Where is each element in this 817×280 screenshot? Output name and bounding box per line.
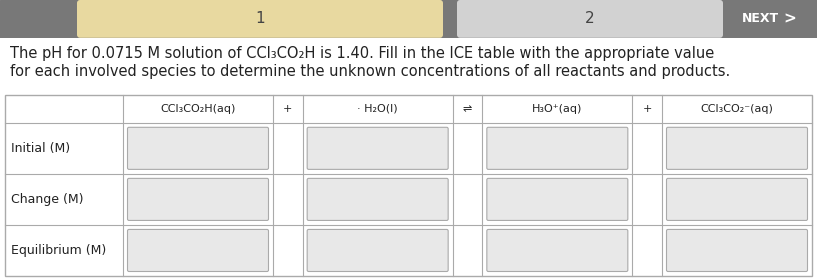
FancyBboxPatch shape (307, 229, 449, 272)
FancyBboxPatch shape (77, 0, 443, 38)
Text: Initial (M): Initial (M) (11, 142, 70, 155)
Text: +: + (642, 104, 652, 114)
FancyBboxPatch shape (127, 229, 269, 272)
FancyBboxPatch shape (307, 178, 449, 220)
Text: CCl₃CO₂⁻(aq): CCl₃CO₂⁻(aq) (700, 104, 774, 114)
Text: The pH for 0.0715 M solution of CCl₃CO₂H is 1.40. Fill in the ICE table with the: The pH for 0.0715 M solution of CCl₃CO₂H… (10, 46, 714, 61)
Bar (5, 95, 812, 276)
FancyBboxPatch shape (487, 229, 627, 272)
Text: +: + (283, 104, 292, 114)
FancyBboxPatch shape (127, 178, 269, 220)
FancyBboxPatch shape (307, 127, 449, 169)
FancyBboxPatch shape (457, 0, 723, 38)
FancyBboxPatch shape (667, 127, 807, 169)
FancyBboxPatch shape (127, 127, 269, 169)
Text: for each involved species to determine the unknown concentrations of all reactan: for each involved species to determine t… (10, 64, 730, 79)
Text: Equilibrium (M): Equilibrium (M) (11, 244, 106, 257)
Text: 2: 2 (585, 11, 595, 26)
Text: Change (M): Change (M) (11, 193, 83, 206)
FancyBboxPatch shape (487, 178, 627, 220)
Text: 1: 1 (255, 11, 265, 26)
Text: CCl₃CO₂H(aq): CCl₃CO₂H(aq) (160, 104, 235, 114)
FancyBboxPatch shape (667, 178, 807, 220)
FancyBboxPatch shape (487, 127, 627, 169)
Text: >: > (784, 11, 797, 26)
Text: ⇌: ⇌ (462, 104, 472, 114)
Text: H₃O⁺(aq): H₃O⁺(aq) (532, 104, 583, 114)
Text: · H₂O(l): · H₂O(l) (357, 104, 398, 114)
FancyBboxPatch shape (667, 229, 807, 272)
Text: NEXT: NEXT (742, 12, 779, 25)
